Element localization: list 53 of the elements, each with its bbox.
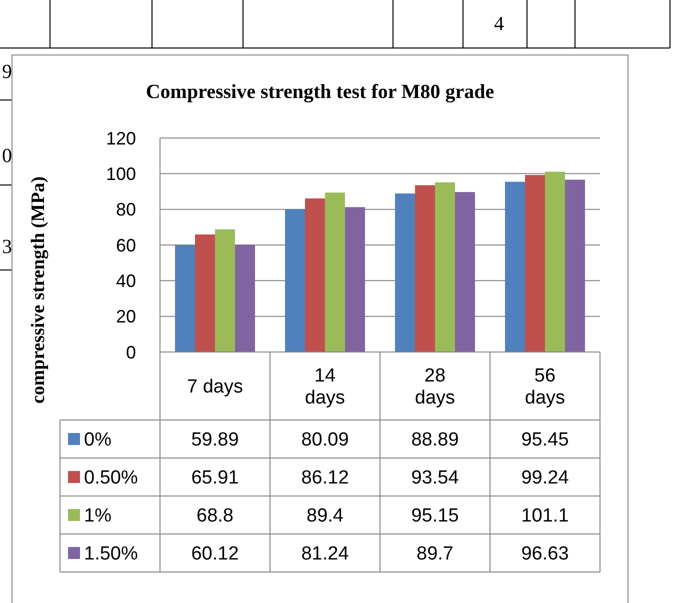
data-label: 93.54 <box>411 468 460 489</box>
bar <box>325 192 345 352</box>
x-tick-label: 14 days <box>304 366 346 409</box>
bar <box>235 244 255 352</box>
y-tick-label: 100 <box>106 164 136 184</box>
bar <box>175 245 195 352</box>
text: 0 <box>2 145 12 167</box>
data-label: 88.89 <box>411 430 459 451</box>
x-tick-label: 7 days <box>187 376 243 398</box>
text: 9 <box>2 61 12 83</box>
data-label: 81.24 <box>301 544 350 565</box>
data-label: 95.45 <box>521 430 569 451</box>
bar <box>505 182 525 352</box>
bar <box>525 175 545 352</box>
data-label: 89.7 <box>416 544 454 565</box>
y-axis-title: compressive strength (MPa) <box>28 176 49 404</box>
data-label: 95.15 <box>411 506 459 527</box>
bar <box>565 180 585 352</box>
y-tick-label: 120 <box>106 128 136 148</box>
legend-label: 0% <box>84 430 112 451</box>
bar <box>195 234 215 352</box>
data-label: 86.12 <box>301 468 349 489</box>
bar <box>415 185 435 352</box>
bar <box>285 209 305 352</box>
y-tick-label: 40 <box>116 270 136 291</box>
bar <box>435 182 455 352</box>
bar <box>455 192 475 352</box>
y-tick-label: 20 <box>116 306 136 327</box>
legend-label: 1.50% <box>84 544 138 565</box>
bar <box>215 229 235 352</box>
data-label: 99.24 <box>521 468 570 489</box>
text: 4 <box>494 13 504 35</box>
y-tick-label: 60 <box>116 235 136 256</box>
text: 3 <box>2 236 12 258</box>
data-label: 59.89 <box>191 430 239 451</box>
bar <box>545 172 565 352</box>
legend-label: 0.50% <box>84 468 138 489</box>
data-label: 65.91 <box>191 468 239 489</box>
data-label: 101.1 <box>521 506 569 527</box>
x-tick-label: 28 days <box>414 366 456 409</box>
data-label: 89.4 <box>306 506 344 527</box>
chart-title: Compressive strength test for M80 grade <box>146 81 494 103</box>
legend-label: 1% <box>84 506 112 527</box>
data-label: 96.63 <box>521 544 569 565</box>
bar <box>395 193 415 352</box>
data-label: 60.12 <box>191 544 239 565</box>
y-tick-label: 80 <box>116 200 136 220</box>
x-tick-label: 56 days <box>524 366 566 409</box>
data-label: 68.8 <box>196 506 234 527</box>
y-tick-label: 0 <box>126 342 136 362</box>
bar <box>345 207 365 352</box>
bar <box>305 198 325 352</box>
data-label: 80.09 <box>301 430 349 451</box>
